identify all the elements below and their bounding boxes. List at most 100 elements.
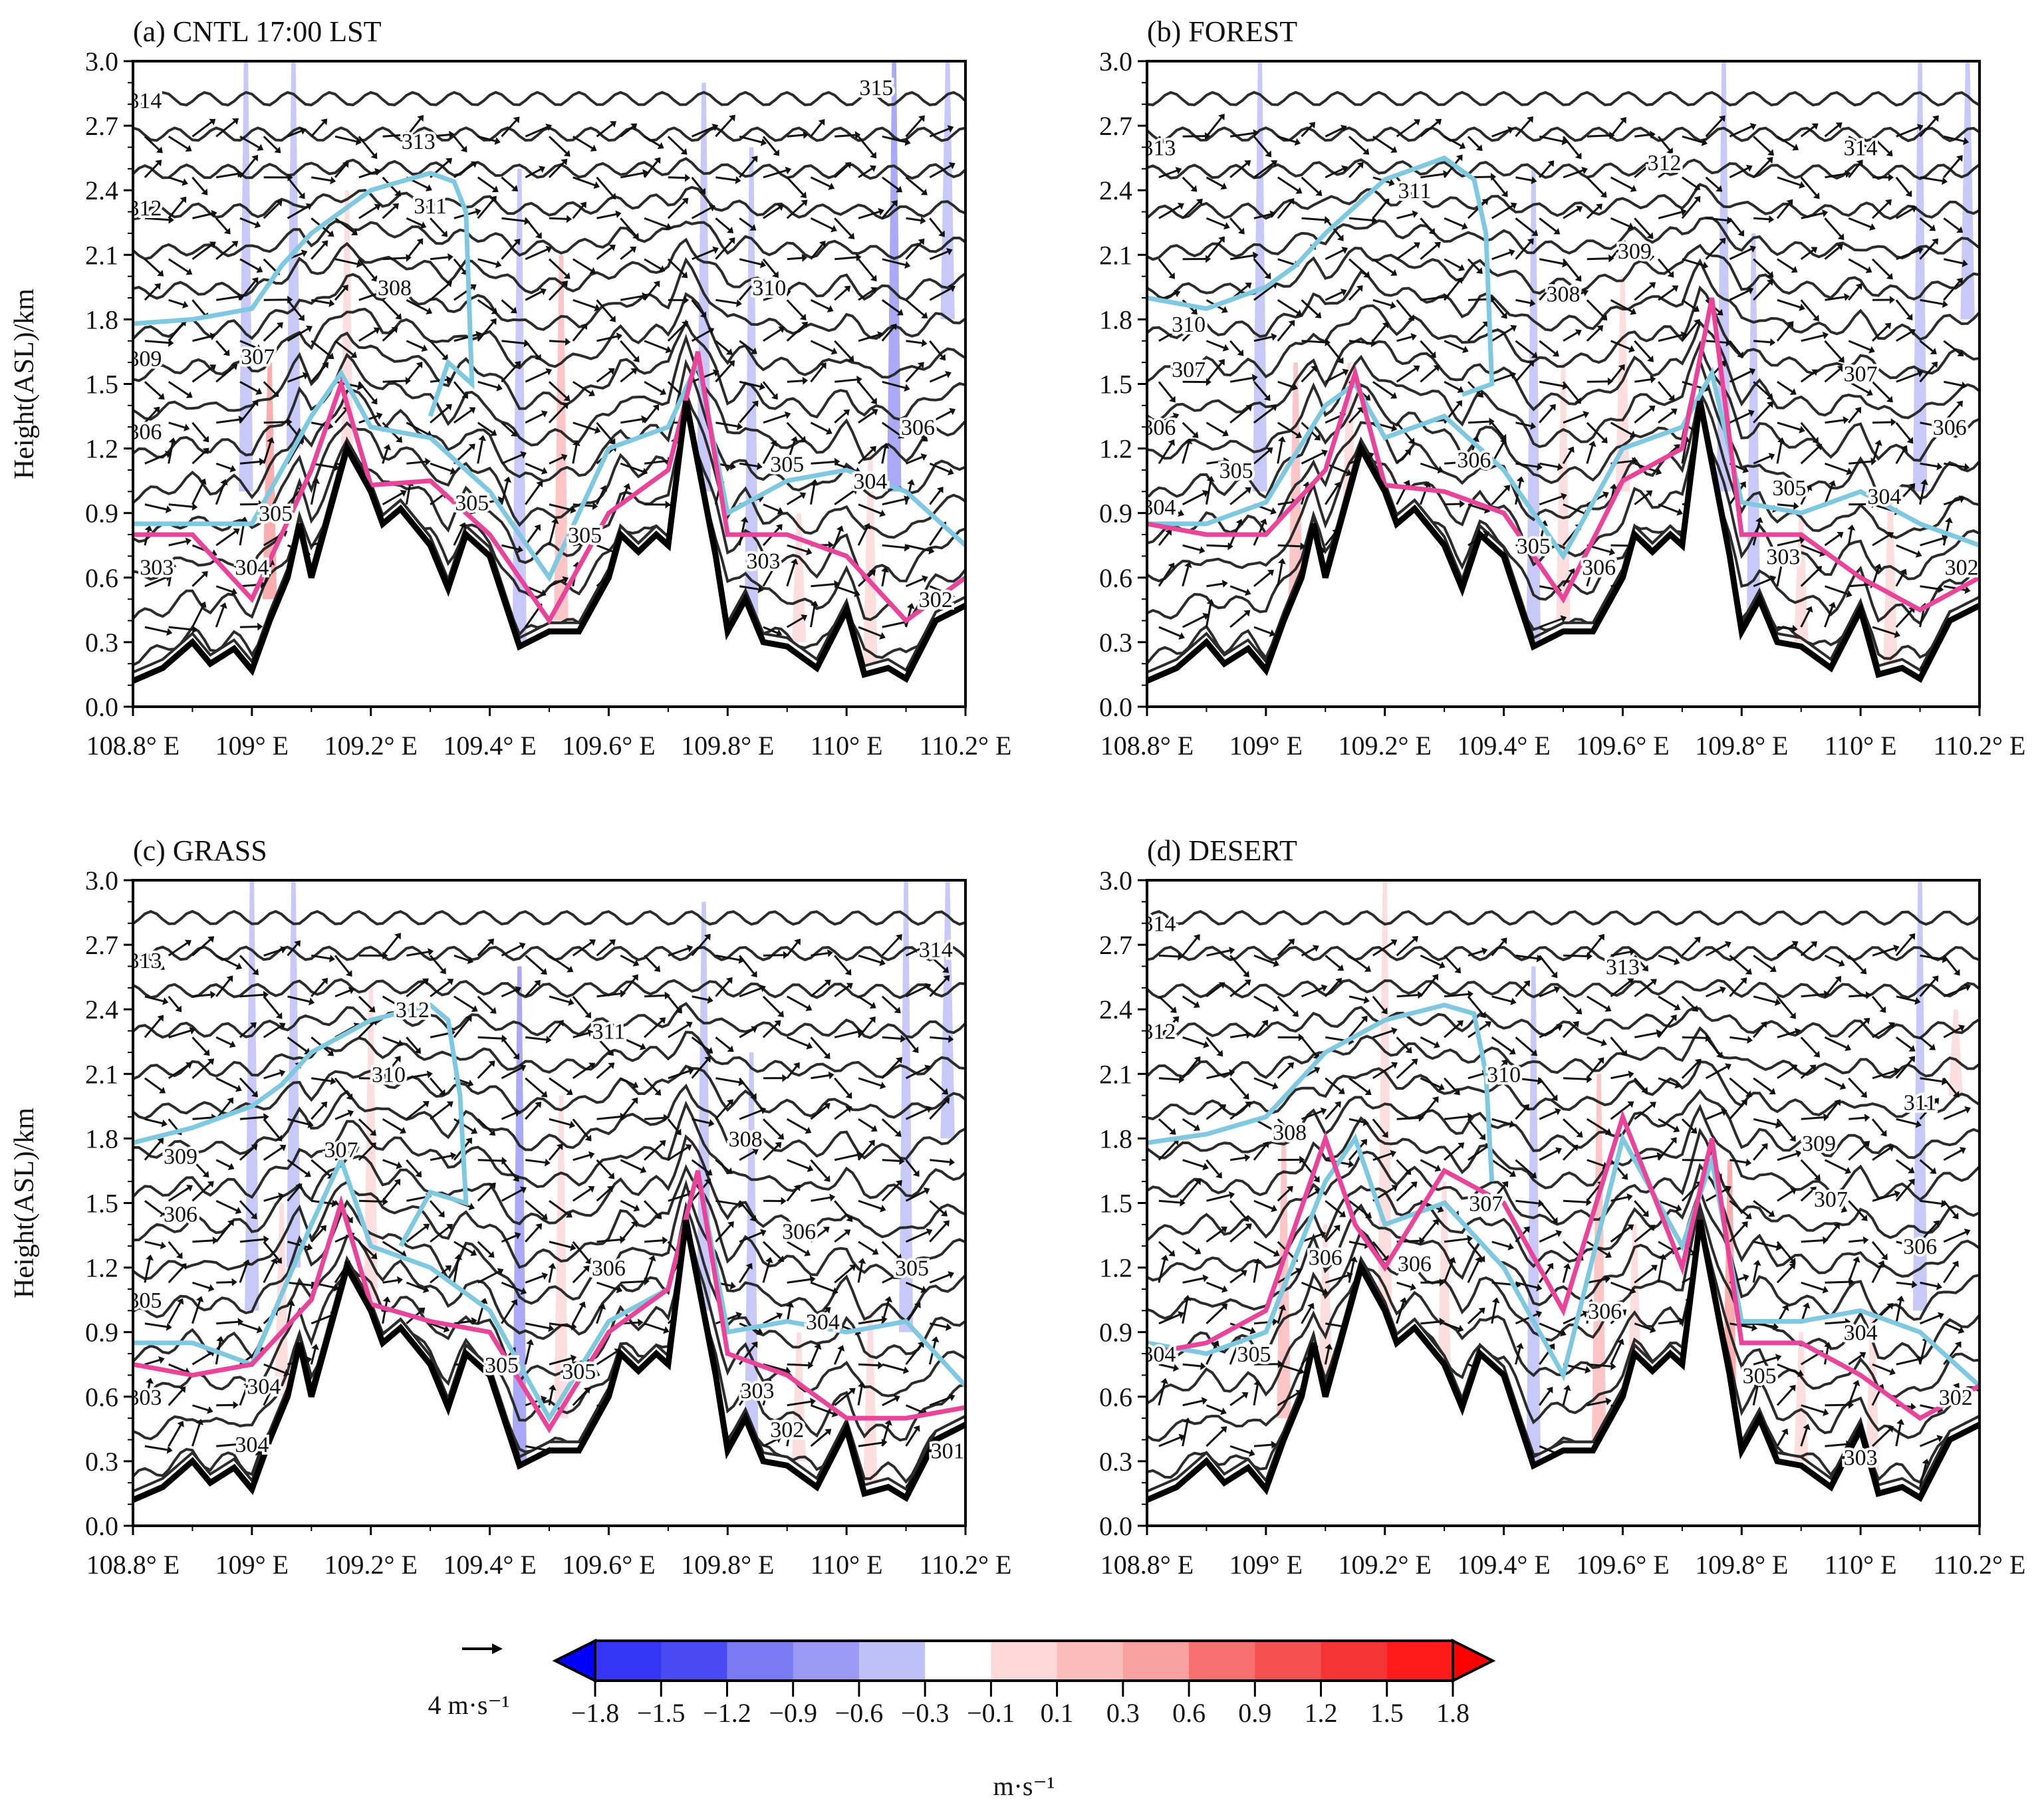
wind-vector-head — [1775, 1120, 1782, 1129]
wind-vector-head — [805, 1126, 812, 1134]
wind-vector-shaft — [311, 176, 331, 181]
wind-vector-shaft — [1824, 1102, 1839, 1120]
wind-vector — [1253, 995, 1279, 1012]
wind-vector — [1895, 1056, 1916, 1079]
wind-vector — [1372, 258, 1398, 276]
wind-vector-head — [1220, 1226, 1227, 1233]
wind-vector-shaft — [1919, 1463, 1927, 1488]
wind-vector-shaft — [1253, 1443, 1272, 1447]
wind-vector — [905, 1281, 928, 1293]
wind-vector-head — [655, 1212, 662, 1219]
wind-vector-shaft — [1158, 443, 1173, 465]
wind-vector-shaft — [1539, 407, 1553, 423]
wind-vector-head — [202, 435, 209, 443]
wind-vector — [1586, 1057, 1604, 1079]
contour-label: 305 — [1219, 459, 1253, 483]
wind-vector-shaft — [548, 1389, 554, 1406]
wind-vector — [239, 154, 259, 178]
wind-vector — [810, 600, 819, 628]
wind-vector-head — [1364, 1088, 1372, 1096]
wind-vector — [1158, 381, 1176, 403]
wind-vector-shaft — [1206, 1429, 1224, 1447]
wind-vector-head — [863, 523, 871, 530]
wind-vector-shaft — [811, 461, 835, 465]
wind-vector-head — [1852, 1256, 1860, 1263]
wind-vector — [1824, 480, 1837, 505]
wind-vector — [1753, 381, 1773, 400]
wind-vector-shaft — [1848, 1322, 1871, 1332]
wind-vector-head — [804, 1249, 811, 1257]
wind-vector — [1824, 1077, 1847, 1090]
wind-vector-shaft — [1229, 1033, 1247, 1038]
wind-vector-shaft — [1801, 1116, 1824, 1120]
wind-vector-shaft — [1253, 995, 1275, 1009]
wind-vector — [477, 1241, 495, 1258]
vertical-velocity-shading — [863, 448, 878, 664]
wind-vector-head — [1938, 585, 1944, 593]
wind-vector — [1658, 1118, 1680, 1133]
wind-vector-head — [520, 1287, 527, 1295]
wind-vector-head — [1774, 998, 1781, 1007]
wind-vector — [905, 1341, 924, 1366]
wind-vector — [739, 1106, 767, 1120]
wind-vector-head — [415, 1171, 422, 1178]
contour-label: 313 — [128, 949, 162, 973]
wind-vector-shaft — [929, 525, 944, 546]
wind-vector-shaft — [786, 441, 796, 464]
wind-vector-head — [1501, 1181, 1509, 1188]
wind-vector — [1277, 422, 1303, 439]
wind-vector — [572, 1062, 596, 1080]
wind-vector-head — [824, 1307, 831, 1314]
wind-vector-shaft — [358, 1145, 374, 1161]
wind-vector-shaft — [310, 1348, 317, 1365]
wind-vector-shaft — [905, 1036, 916, 1050]
wind-vector-shaft — [882, 544, 905, 549]
wind-vector-head — [1562, 259, 1569, 268]
wind-vector-shaft — [1634, 162, 1653, 178]
wind-vector — [239, 277, 259, 301]
wind-vector-head — [1478, 1255, 1485, 1263]
wind-vector-head — [396, 435, 403, 443]
wind-vector-head — [534, 980, 541, 987]
wind-vector-shaft — [620, 462, 644, 473]
wind-vector — [573, 1151, 595, 1161]
wind-vector-head — [1650, 1265, 1658, 1272]
wind-vector-shaft — [144, 1382, 151, 1406]
wind-vector-shaft — [1776, 1118, 1793, 1139]
wind-vector-head — [1936, 1282, 1942, 1290]
wind-vector — [1229, 340, 1244, 356]
wind-vector-shaft — [857, 381, 874, 401]
wind-vector-head — [1483, 531, 1490, 539]
wind-vector — [1539, 1322, 1567, 1337]
wind-vector — [549, 1322, 577, 1331]
wind-vector — [620, 292, 648, 301]
wind-vector-head — [1854, 407, 1862, 414]
wind-vector — [906, 338, 928, 347]
wind-vector-head — [1690, 1127, 1698, 1134]
wind-vector-head — [443, 1325, 450, 1333]
wind-vector-head — [1964, 983, 1972, 991]
wind-vector-shaft — [1919, 1101, 1936, 1120]
wind-vector-shaft — [1372, 1241, 1386, 1259]
wind-vector-head — [948, 1270, 954, 1279]
wind-vector — [1372, 1062, 1398, 1080]
wind-vector-shaft — [786, 1118, 808, 1132]
wind-vector — [1943, 1025, 1965, 1038]
wind-vector — [738, 1200, 757, 1222]
wind-vector-shaft — [168, 199, 184, 219]
wind-vector — [168, 1149, 195, 1161]
wind-vector-shaft — [1610, 176, 1633, 189]
wind-vector — [1562, 258, 1582, 282]
wind-vector — [1729, 122, 1757, 138]
wind-vector-shaft — [168, 1363, 186, 1372]
wind-vector-head — [1836, 244, 1843, 251]
wind-vector-head — [146, 1255, 154, 1261]
contour-label: 303 — [741, 1379, 775, 1403]
wind-vector-shaft — [168, 1266, 184, 1284]
wind-vector — [144, 1241, 166, 1250]
wind-vector-head — [184, 423, 190, 431]
wind-vector — [215, 118, 239, 138]
wind-vector-shaft — [311, 243, 326, 260]
wind-vector — [762, 1378, 773, 1406]
